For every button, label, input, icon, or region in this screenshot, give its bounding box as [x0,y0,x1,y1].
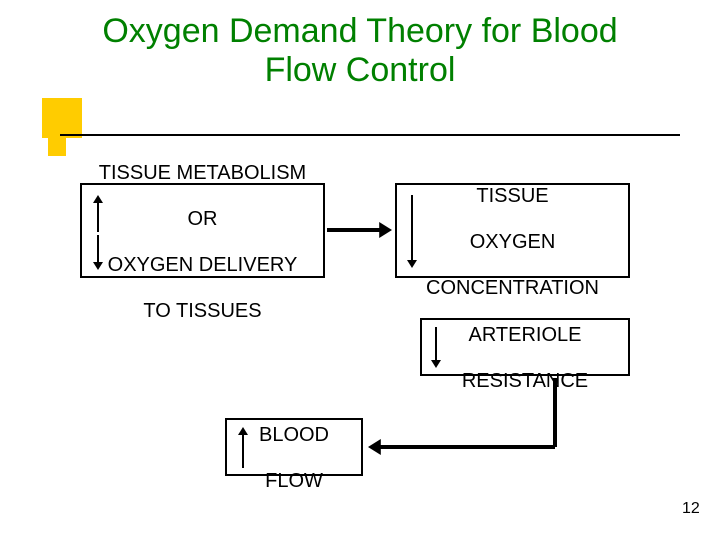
node-text: ARTERIOLE [468,324,581,346]
title-underline [60,134,680,136]
node-text: FLOW [265,470,323,492]
node-text: TISSUE [476,185,548,207]
node-blood-flow: BLOOD FLOW [225,418,363,476]
node-text: OR [187,208,217,230]
node-arteriole-resistance: ARTERIOLE RESISTANCE [420,318,630,376]
node-text: CONCENTRATION [426,277,599,299]
node-text: RESISTANCE [462,370,588,392]
node-text: TO TISSUES [143,300,261,322]
node-text: OXYGEN DELIVERY [108,254,298,276]
node-text: BLOOD [259,424,329,446]
node-tissue-oxygen-concentration: TISSUE OXYGEN CONCENTRATION [395,183,630,278]
slide-title: Oxygen Demand Theory for Blood Flow Cont… [0,12,720,90]
decor-square-large [42,98,82,138]
node-text: TISSUE METABOLISM [99,162,306,184]
node-tissue-metabolism: TISSUE METABOLISM OR OXYGEN DELIVERY TO … [80,183,325,278]
decor-square-small [48,138,66,156]
page-number: 12 [682,500,700,518]
node-text: OXYGEN [470,231,556,253]
